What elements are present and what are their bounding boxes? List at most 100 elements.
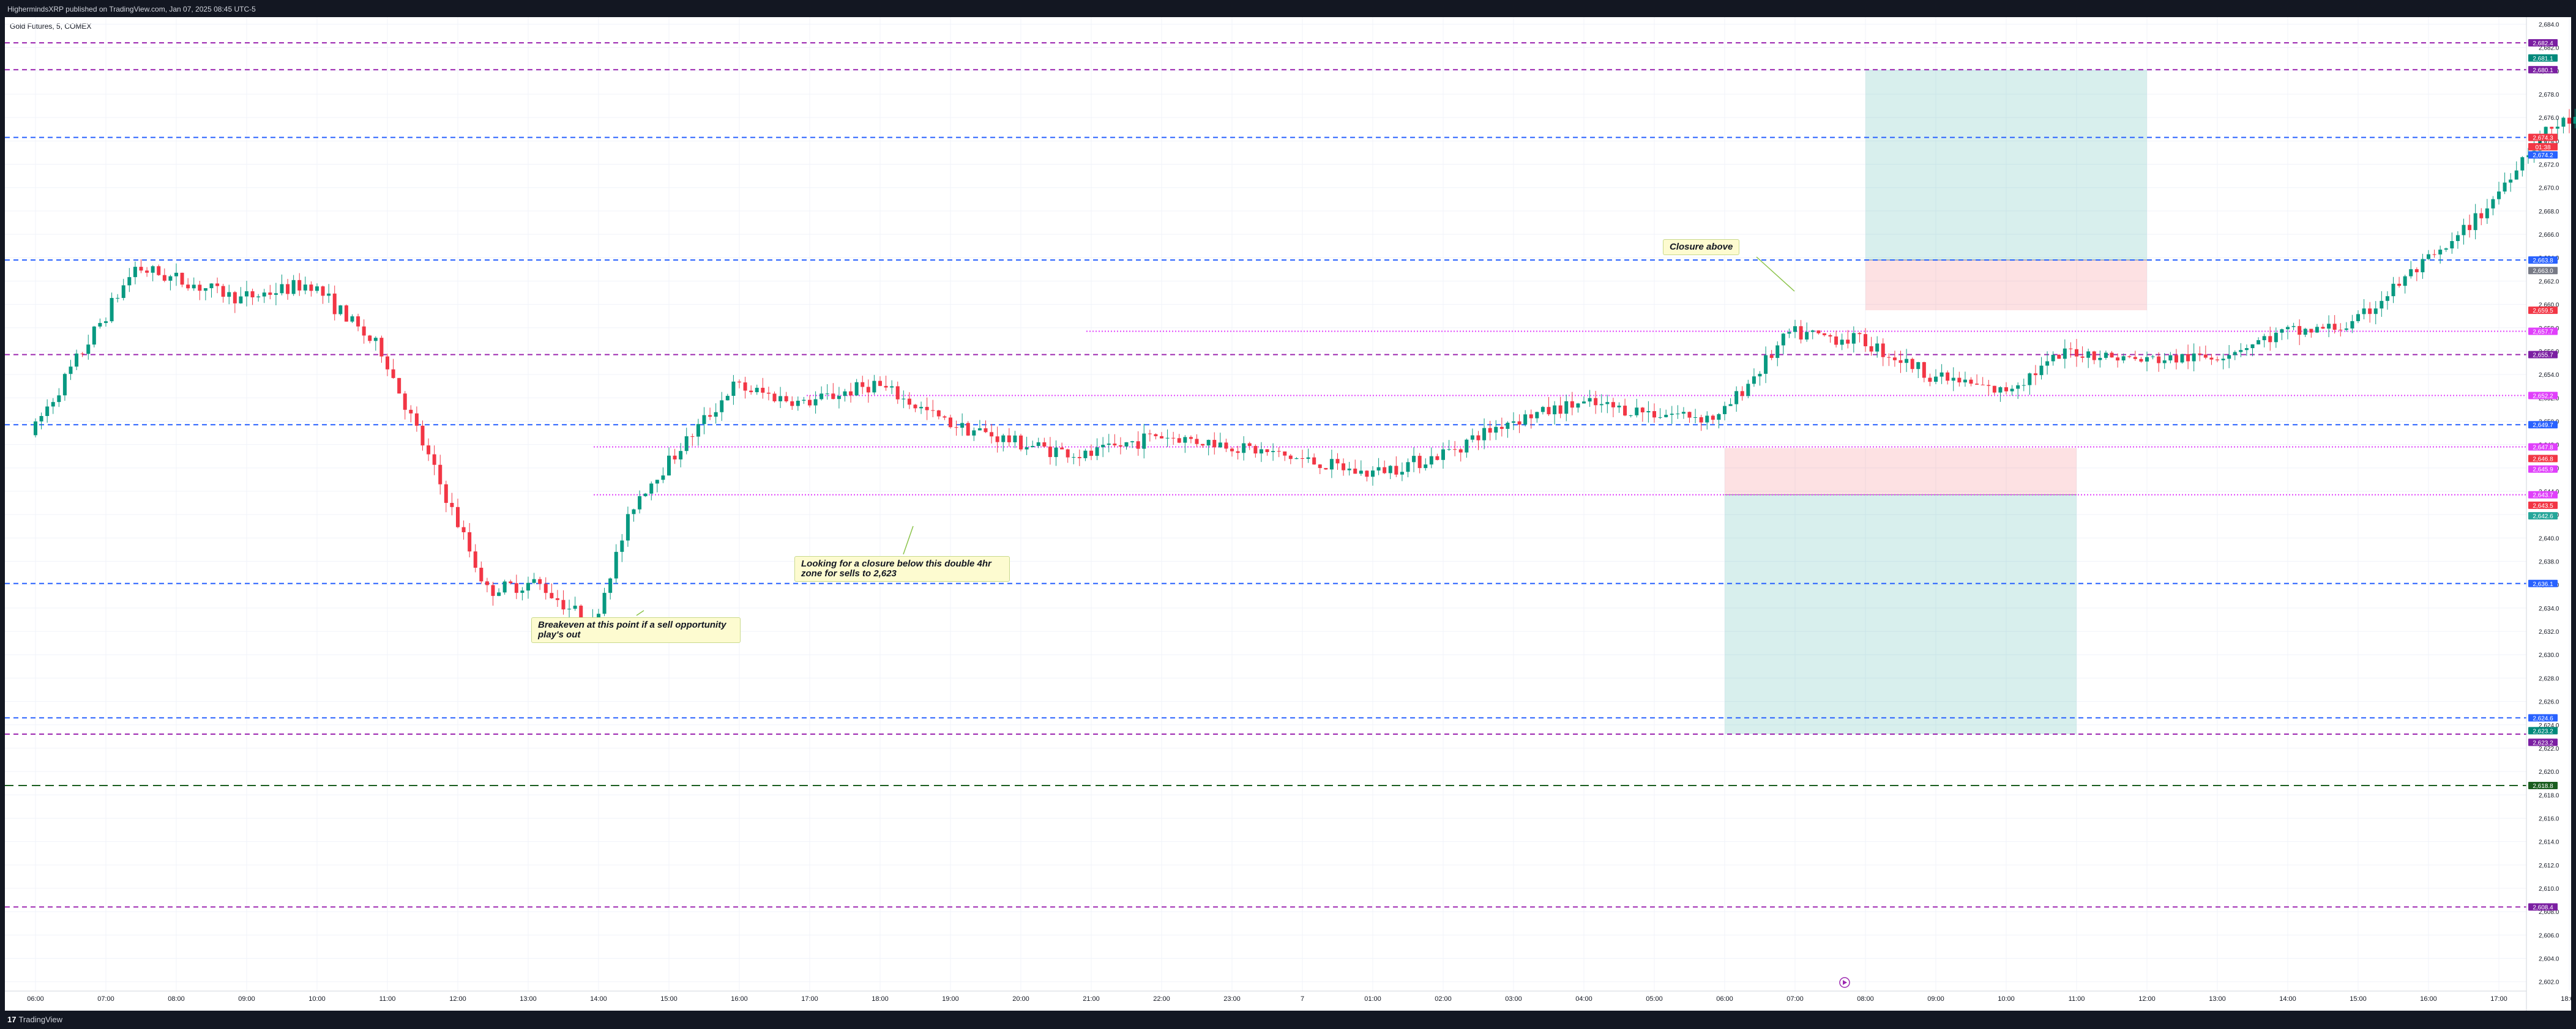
candle-body	[1693, 417, 1698, 418]
price-tag	[2528, 327, 2558, 335]
candle-body	[239, 296, 243, 303]
price-tick-label: 2,602.0	[2539, 979, 2559, 986]
time-tick-label: 03:00	[1505, 995, 1522, 1003]
price-tag	[2528, 512, 2558, 520]
time-tick-label: 04:00	[1575, 995, 1592, 1003]
closure-below-note[interactable]: Looking for a closure below this double …	[794, 556, 1010, 582]
candle-body	[1558, 405, 1562, 414]
candle-body	[1335, 459, 1340, 464]
candle-body	[473, 551, 477, 568]
candle-body	[1095, 447, 1099, 456]
candle-body	[198, 284, 202, 291]
price-tick-label: 2,662.0	[2539, 278, 2559, 285]
candle-body	[543, 584, 548, 593]
candle-body	[2004, 387, 2008, 392]
candle-body	[1400, 472, 1404, 475]
candle-body	[1605, 402, 1610, 404]
price-tag-label: 2,623.2	[2533, 740, 2553, 746]
chart-pane[interactable]	[5, 17, 2571, 1011]
time-tick-label: 06:00	[1716, 995, 1733, 1003]
candle-body	[1640, 407, 1645, 412]
time-axis[interactable]: 06:00 07:00 08:00 09:00 10:00 11:00 12:00 13:00…	[5, 990, 2576, 1003]
candle-body	[1224, 442, 1228, 449]
price-tag	[2528, 443, 2558, 451]
candle-body	[1699, 417, 1703, 423]
candle-body	[2450, 240, 2454, 249]
candle-body	[2203, 354, 2208, 358]
candle-body	[1570, 401, 1574, 408]
candle-body	[1535, 412, 1539, 418]
candle-body	[614, 552, 618, 579]
candle-body	[1124, 442, 1129, 447]
candle-body	[2380, 300, 2384, 309]
candle-body	[895, 386, 900, 399]
candles	[34, 108, 2576, 632]
candle-body	[1154, 434, 1158, 436]
candle-body	[2116, 357, 2120, 361]
candle-body	[526, 582, 530, 591]
candle-body	[116, 298, 120, 299]
price-tag-label: 2,623.2	[2533, 728, 2553, 735]
price-tick-label: 2,606.0	[2539, 932, 2559, 939]
candle-body	[509, 581, 513, 584]
candle-body	[2409, 269, 2413, 277]
candle-body	[2233, 352, 2237, 355]
candle-body	[1465, 439, 1469, 453]
candle-body	[861, 382, 865, 387]
candle-body	[1183, 437, 1187, 443]
candle-body	[1406, 462, 1410, 472]
time-tick-label: 11:00	[379, 995, 396, 1003]
candle-body	[532, 579, 536, 583]
candle-body	[221, 286, 225, 297]
price-tick-label: 2,630.0	[2539, 652, 2559, 659]
candle-body	[1734, 391, 1739, 404]
price-tag	[2528, 903, 2558, 911]
price-tick-label: 2,626.0	[2539, 699, 2559, 706]
candle-body	[2250, 344, 2255, 349]
candle-body	[1447, 449, 1451, 450]
candle-body	[1482, 428, 1487, 440]
candle-body	[2209, 357, 2214, 360]
long-target-zone	[1865, 69, 2147, 261]
candle-body	[368, 335, 372, 341]
candle-body	[1576, 403, 1580, 408]
candle-body	[420, 425, 425, 446]
candle-body	[696, 424, 700, 437]
candle-body	[561, 600, 566, 610]
candle-body	[977, 428, 982, 431]
candle-body	[954, 427, 958, 428]
candle-body	[2168, 355, 2173, 361]
candle-body	[784, 396, 788, 401]
candle-body	[2526, 155, 2530, 158]
candle-body	[297, 280, 302, 291]
candle-body	[1101, 445, 1105, 448]
tradingview-brand[interactable]: 17 TradingView	[7, 1015, 62, 1024]
candle-body	[1711, 415, 1715, 420]
price-tag	[2528, 501, 2558, 509]
candle-body	[262, 292, 266, 297]
candle-body	[75, 353, 79, 367]
breakeven-note[interactable]: Breakeven at this point if a sell opport…	[531, 617, 741, 643]
candle-body	[268, 292, 272, 295]
candle-body	[356, 316, 360, 327]
candle-body	[1177, 438, 1181, 443]
candle-body	[1453, 449, 1457, 450]
candle-body	[849, 391, 853, 396]
time-tick-label: 18:00	[872, 995, 889, 1003]
candle-body	[1376, 467, 1381, 471]
candle-body	[2509, 179, 2513, 183]
candle-body	[778, 396, 783, 401]
candle-body	[625, 514, 630, 541]
candle-body	[69, 366, 73, 374]
candle-body	[825, 393, 829, 395]
candle-body	[2174, 355, 2178, 363]
closure-above-note[interactable]: Closure above	[1663, 239, 1740, 255]
replay-marker[interactable]	[1839, 977, 1850, 988]
candle-body	[1764, 355, 1768, 374]
candle-body	[180, 272, 184, 285]
candle-body	[684, 436, 689, 451]
candle-body	[1001, 435, 1006, 442]
candle-body	[145, 270, 149, 273]
candle-body	[1728, 404, 1733, 406]
